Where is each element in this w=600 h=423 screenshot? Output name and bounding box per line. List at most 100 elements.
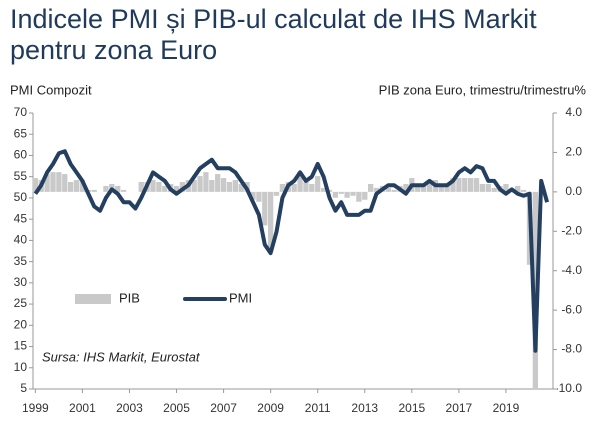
x-tick-label: 2015 bbox=[398, 401, 425, 415]
bar bbox=[44, 174, 50, 192]
bar bbox=[173, 185, 180, 192]
bar bbox=[473, 178, 480, 192]
bar bbox=[485, 183, 491, 192]
x-tick-label: 1999 bbox=[22, 401, 49, 415]
y2-tick-label: 2.0 bbox=[565, 145, 582, 159]
x-tick-label: 2007 bbox=[210, 401, 237, 415]
bar bbox=[115, 185, 121, 192]
bar bbox=[391, 189, 397, 192]
bar bbox=[262, 191, 268, 226]
bar bbox=[373, 187, 380, 192]
bar bbox=[238, 183, 244, 192]
bar bbox=[79, 180, 86, 192]
bar bbox=[162, 185, 168, 192]
y-tick-label: 35 bbox=[14, 254, 28, 268]
bar bbox=[138, 182, 144, 192]
bar bbox=[50, 172, 56, 192]
bar bbox=[444, 183, 450, 192]
bar bbox=[450, 178, 456, 192]
y2-tick-label: -10.0 bbox=[555, 381, 583, 395]
y-axis-title: PMI Compozit bbox=[10, 82, 92, 97]
legend-label: PMI bbox=[229, 290, 252, 305]
bar bbox=[56, 172, 62, 192]
bar bbox=[256, 191, 262, 202]
y2-axis-title: PIB zona Euro, trimestru/trimestru% bbox=[379, 82, 587, 97]
y2-tick-label: -4.0 bbox=[561, 263, 582, 277]
bar bbox=[68, 182, 74, 192]
x-tick-label: 2011 bbox=[305, 401, 331, 415]
y-tick-label: 10 bbox=[14, 360, 28, 374]
x-tick-label: 2009 bbox=[257, 401, 284, 415]
legend-swatch bbox=[75, 294, 111, 304]
bar bbox=[515, 185, 521, 192]
line bbox=[33, 149, 550, 353]
bar bbox=[303, 182, 309, 192]
bar bbox=[91, 189, 97, 192]
y2-tick-label: -6.0 bbox=[561, 302, 582, 316]
chart-title: Indicele PMI și PIB-ul calculat de IHS M… bbox=[10, 4, 537, 65]
y-tick-label: 30 bbox=[14, 275, 28, 289]
bar bbox=[438, 185, 444, 192]
bar bbox=[362, 191, 368, 200]
x-tick-label: 2019 bbox=[493, 401, 520, 415]
bar bbox=[232, 180, 238, 192]
bar bbox=[420, 185, 427, 192]
bar bbox=[179, 182, 186, 192]
y-tick-label: 20 bbox=[14, 317, 28, 331]
y-tick-label: 45 bbox=[14, 211, 28, 225]
y-tick-label: 5 bbox=[20, 381, 27, 395]
bar bbox=[62, 174, 68, 192]
bar bbox=[503, 183, 509, 192]
bar bbox=[226, 182, 233, 192]
bar bbox=[197, 176, 203, 192]
bar bbox=[415, 183, 421, 192]
bar bbox=[344, 191, 350, 198]
y2-tick-label: 0.0 bbox=[565, 184, 582, 198]
bar bbox=[250, 191, 256, 200]
bar bbox=[191, 180, 197, 192]
legend-label: PIB bbox=[119, 290, 140, 305]
bar bbox=[350, 191, 356, 196]
y-tick-label: 15 bbox=[14, 339, 28, 353]
bar bbox=[291, 183, 297, 192]
bar bbox=[491, 187, 497, 192]
x-tick-label: 2001 bbox=[69, 401, 96, 415]
bar bbox=[120, 189, 127, 192]
bar bbox=[338, 191, 344, 194]
y-tick-label: 70 bbox=[14, 105, 28, 119]
source-note: Sursa: IHS Markit, Eurostat bbox=[42, 349, 201, 364]
x-tick-label: 2017 bbox=[446, 401, 473, 415]
y2-tick-label: -2.0 bbox=[561, 223, 582, 237]
bar bbox=[203, 172, 209, 192]
bar bbox=[356, 191, 362, 202]
y-tick-label: 60 bbox=[14, 148, 28, 162]
bar bbox=[468, 178, 474, 192]
bar bbox=[103, 185, 109, 192]
y-tick-label: 65 bbox=[14, 126, 28, 140]
y-tick-label: 25 bbox=[14, 296, 28, 310]
bar bbox=[315, 176, 321, 192]
bar bbox=[368, 183, 374, 192]
bar bbox=[215, 174, 221, 192]
bar bbox=[520, 189, 527, 192]
bar bbox=[150, 180, 156, 192]
bar bbox=[532, 191, 538, 389]
bar bbox=[426, 182, 433, 192]
bar bbox=[462, 178, 468, 192]
bar bbox=[297, 172, 303, 192]
bar bbox=[479, 183, 486, 192]
x-tick-label: 2003 bbox=[116, 401, 143, 415]
bar bbox=[220, 178, 227, 192]
bar bbox=[32, 178, 38, 192]
bar bbox=[279, 183, 286, 192]
bar bbox=[320, 187, 327, 192]
y2-tick-label: 4.0 bbox=[565, 105, 582, 119]
bar bbox=[156, 182, 162, 192]
bar bbox=[209, 180, 215, 192]
y2-tick-label: -8.0 bbox=[561, 342, 582, 356]
x-tick-label: 2005 bbox=[163, 401, 190, 415]
bar bbox=[332, 191, 338, 198]
bar bbox=[309, 183, 315, 192]
